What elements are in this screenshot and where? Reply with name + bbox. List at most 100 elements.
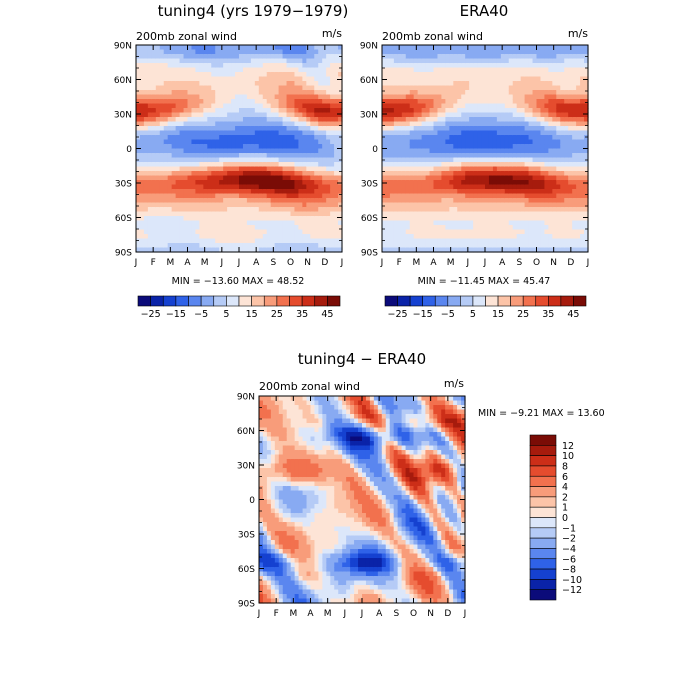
field-cell [326,238,331,244]
field-cell [143,171,149,177]
field-cell [417,189,423,195]
field-cell [143,238,149,244]
field-cell [151,148,157,154]
field-cell [417,148,423,154]
field-cell [576,81,581,87]
field-cell [385,216,391,222]
field-cell [485,243,490,249]
field-cell [282,193,288,199]
field-cell [516,238,522,244]
field-cell [151,135,157,141]
field-cell [417,198,423,204]
field-cell [465,85,470,91]
field-cell [286,148,292,154]
field-cell [250,175,256,181]
field-cell [326,103,331,109]
field-cell [199,130,204,136]
field-cell [580,225,585,231]
field-cell [572,112,577,118]
field-cell [580,243,585,249]
field-cell [477,238,482,244]
field-cell [433,112,439,118]
field-cell [298,216,303,222]
field-cell [536,139,542,145]
field-cell [294,81,300,87]
field-cell [556,117,561,123]
field-cell [274,180,280,186]
field-cell [564,94,569,100]
field-cell [393,193,399,199]
field-cell [564,130,569,136]
field-cell [290,225,296,231]
field-cell [580,76,585,82]
field-cell [227,58,232,64]
field-cell [385,58,391,64]
field-cell [175,166,181,172]
field-cell [449,180,454,186]
field-cell [560,144,565,150]
field-cell [532,175,538,181]
field-cell [242,94,248,100]
field-cell [453,234,458,240]
field-cell [227,117,232,123]
field-cell [294,121,300,127]
field-cell [207,76,212,82]
field-cell [294,49,300,55]
field-cell [227,135,232,141]
field-cell [250,45,256,51]
field-cell [512,238,518,244]
field-cell [171,225,177,231]
field-cell [572,175,577,181]
field-cell [564,211,569,217]
field-cell [568,225,573,231]
field-cell [306,198,311,204]
field-cell [223,202,228,208]
field-cell [151,193,157,199]
field-cell [290,58,296,64]
field-cell [207,58,212,64]
field-cell [278,166,284,172]
field-cell [334,54,339,60]
field-cell [417,135,423,141]
field-cell [500,171,506,177]
field-cell [207,198,212,204]
field-cell [254,153,260,159]
field-cell [389,207,395,213]
field-cell [207,202,212,208]
field-cell [199,85,204,91]
field-cell [183,67,189,73]
field-cell [187,234,193,240]
field-cell [187,157,193,163]
field-cell [401,90,407,96]
field-cell [203,103,208,109]
x-tick-label: J [237,258,241,268]
field-cell [405,193,411,199]
field-cell [560,153,565,159]
field-cell [171,103,177,109]
field-cell [227,166,232,172]
field-cell [449,72,454,78]
field-cell [429,189,435,195]
field-cell [215,135,220,141]
field-cell [433,54,439,60]
field-cell [211,103,216,109]
field-cell [338,211,343,217]
field-cell [310,49,315,55]
field-cell [508,175,514,181]
field-cell [417,117,423,123]
field-cell [203,225,208,231]
field-cell [528,103,534,109]
field-cell [151,225,157,231]
field-cell [318,49,323,55]
field-cell [167,58,173,64]
field-cell [318,171,323,177]
field-cell [492,144,498,150]
field-cell [469,90,474,96]
field-cell [477,139,482,145]
field-cell [179,229,185,235]
field-cell [552,99,557,105]
field-cell [187,207,193,213]
field-cell [314,126,319,132]
field-cell [453,72,458,78]
field-cell [568,234,573,240]
